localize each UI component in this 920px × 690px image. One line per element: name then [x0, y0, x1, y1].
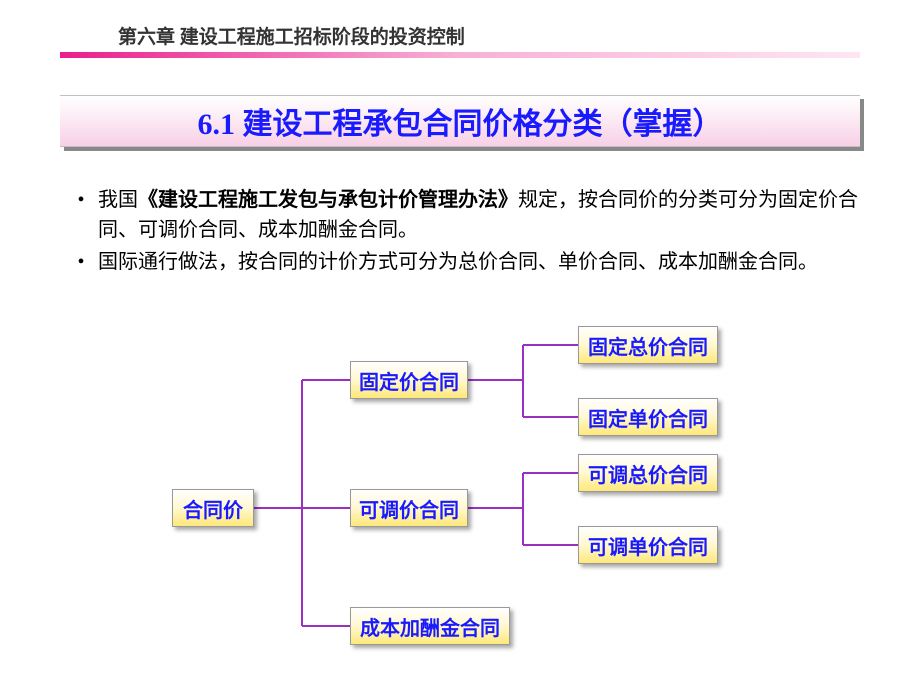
bullet-text: 国际通行做法，按合同的计价方式可分为总价合同、单价合同、成本加酬金合同。	[98, 247, 864, 277]
bullet-list: • 我国《建设工程施工发包与承包计价管理办法》规定，按合同价的分类可分为固定价合…	[64, 185, 864, 279]
tree-level3-node-0: 固定总价合同	[578, 326, 718, 364]
tree-level3-node-2: 可调总价合同	[578, 454, 718, 492]
tree-root-node: 合同价	[172, 489, 254, 527]
bullet-item: • 我国《建设工程施工发包与承包计价管理办法》规定，按合同价的分类可分为固定价合…	[64, 185, 864, 245]
tree-level3-node-1: 固定单价合同	[578, 398, 718, 436]
bullet-suffix: 国际通行做法，按合同的计价方式可分为总价合同、单价合同、成本加酬金合同。	[98, 251, 818, 273]
bullet-marker: •	[64, 185, 98, 245]
bullet-marker: •	[64, 247, 98, 277]
chapter-underline	[60, 52, 860, 58]
bullet-item: • 国际通行做法，按合同的计价方式可分为总价合同、单价合同、成本加酬金合同。	[64, 247, 864, 277]
tree-level2-node-2: 成本加酬金合同	[350, 607, 510, 645]
tree-level2-node-0: 固定价合同	[350, 361, 468, 399]
bullet-prefix: 我国	[98, 189, 138, 211]
bullet-bold: 《建设工程施工发包与承包计价管理办法》	[138, 189, 518, 211]
chapter-title: 第六章 建设工程施工招标阶段的投资控制	[118, 22, 465, 49]
bullet-text: 我国《建设工程施工发包与承包计价管理办法》规定，按合同价的分类可分为固定价合同、…	[98, 185, 864, 245]
tree-level3-node-3: 可调单价合同	[578, 526, 718, 564]
section-title-container: 6.1 建设工程承包合同价格分类（掌握）	[60, 95, 860, 155]
section-title: 6.1 建设工程承包合同价格分类（掌握）	[60, 95, 860, 147]
tree-level2-node-1: 可调价合同	[350, 489, 468, 527]
